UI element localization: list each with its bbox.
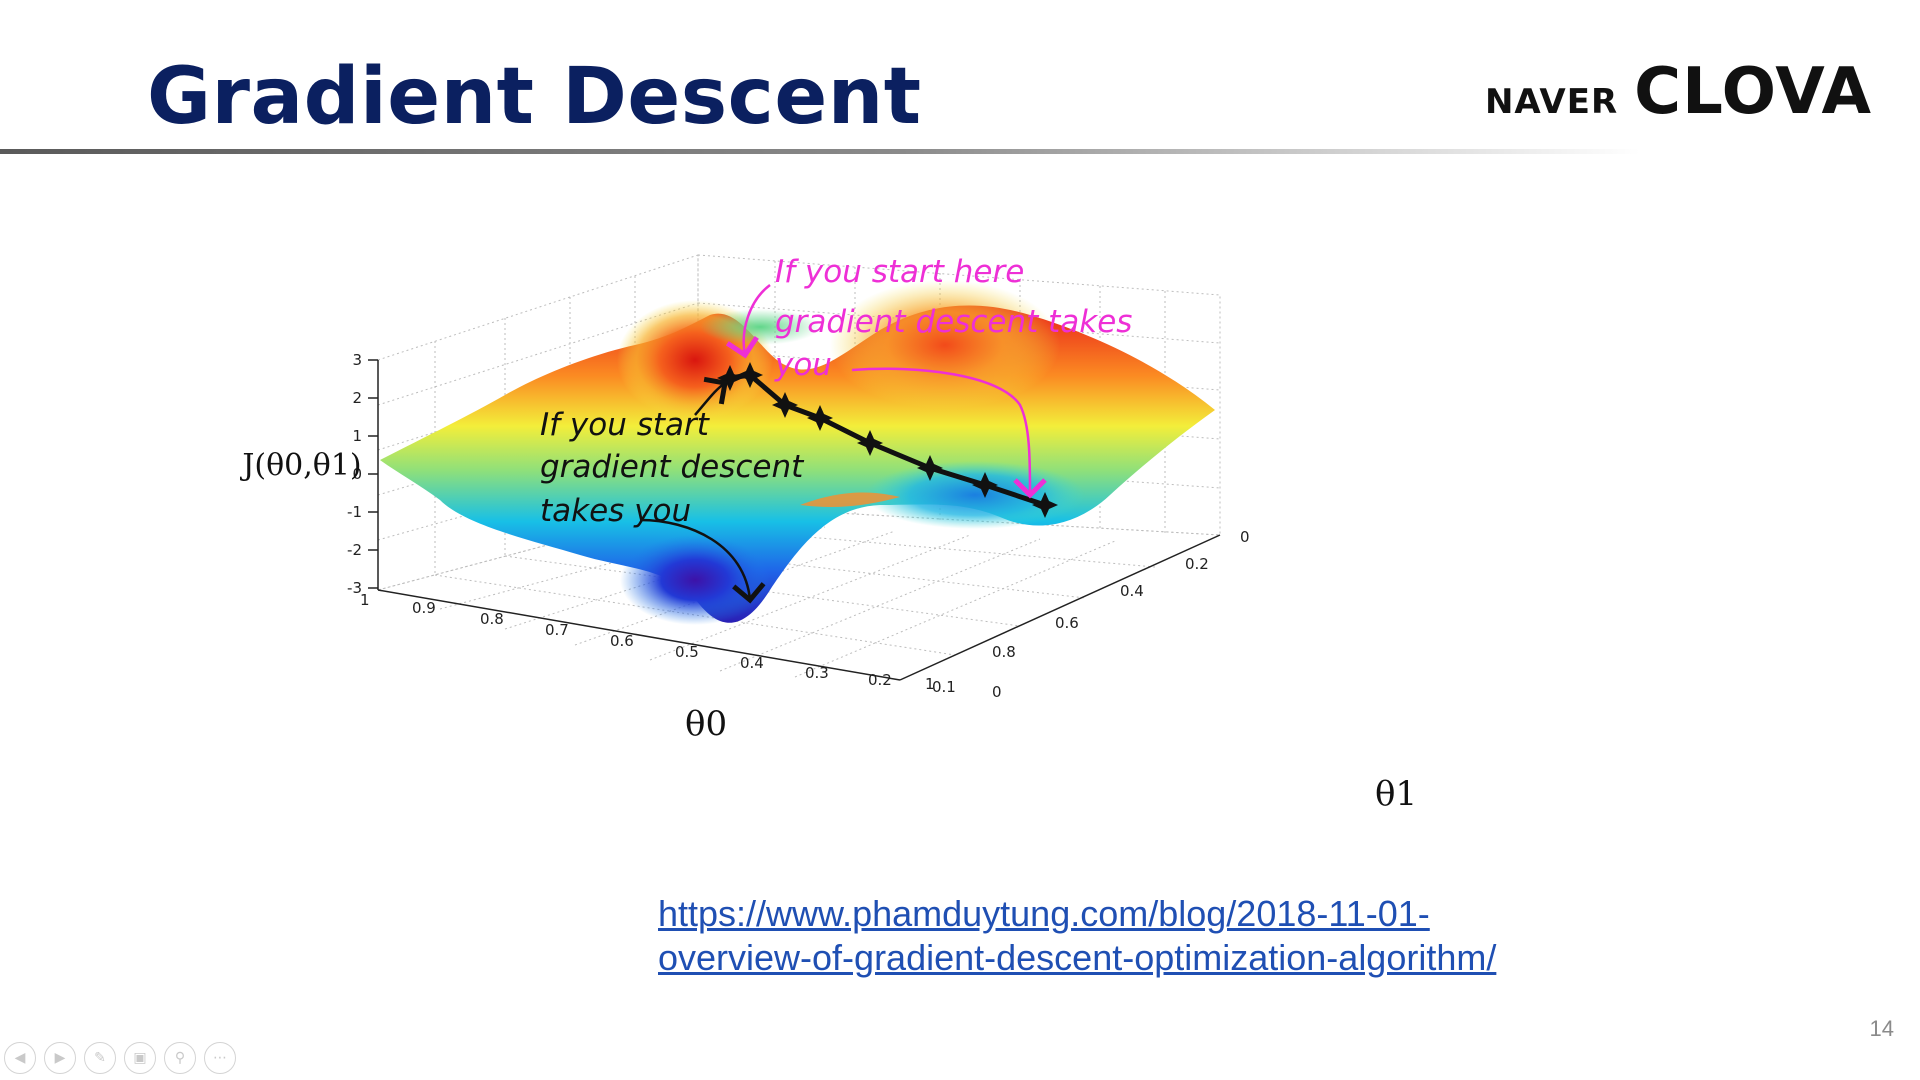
theta0-axis-ticks: 1 0.9 0.8 0.7 0.6 0.5 0.4 0.3 0.2 0.1 0 (360, 591, 1002, 701)
theta0-tick-label: 0.6 (610, 632, 634, 650)
theta0-tick-label: 0.4 (740, 654, 764, 672)
title-divider (0, 149, 1640, 154)
annotation-black: If you start gradient descent takes you (540, 376, 805, 604)
theta0-axis-label: θ0 (685, 704, 727, 744)
descent-path (717, 362, 1058, 518)
zoom-icon[interactable]: ⚲ (164, 1042, 196, 1074)
theta1-tick-label: 0.4 (1120, 582, 1144, 600)
theta1-tick-label: 1 (925, 675, 935, 693)
theta1-tick-label: 0.8 (992, 643, 1016, 661)
next-icon[interactable]: ▶ (44, 1042, 76, 1074)
theta1-tick-label: 0.6 (1055, 614, 1079, 632)
annotation-black-line: If you start (540, 407, 711, 443)
z-tick-label: 0 (352, 465, 362, 483)
logo-naver-text: NAVER (1484, 82, 1619, 122)
theta0-tick-label: 0.8 (480, 610, 504, 628)
annotation-pink-line: you (774, 347, 832, 383)
z-tick-label: 2 (352, 389, 362, 407)
theta0-tick-label: 0.2 (868, 671, 892, 689)
slide-title: Gradient Descent (147, 52, 922, 142)
more-icon[interactable]: ⋯ (204, 1042, 236, 1074)
annotation-pink: If you start here gradient descent takes… (725, 254, 1132, 499)
source-link-line2[interactable]: overview-of-gradient-descent-optimizatio… (658, 937, 1497, 978)
theta0-tick-label: 0 (992, 683, 1002, 701)
annotation-pink-line: gradient descent takes (775, 304, 1132, 340)
theta0-tick-label: 0.3 (805, 664, 829, 682)
annotation-black-line: gradient descent (540, 449, 805, 485)
theta1-tick-label: 0 (1240, 528, 1250, 546)
theta0-tick-label: 0.5 (675, 643, 699, 661)
z-tick-label: -2 (347, 541, 362, 559)
theta0-tick-label: 0.7 (545, 621, 569, 639)
pen-icon[interactable]: ✎ (84, 1042, 116, 1074)
naver-clova-logo: NAVER CLOVA (1485, 55, 1872, 129)
slides-icon[interactable]: ▣ (124, 1042, 156, 1074)
slideshow-controls: ◀ ▶ ✎ ▣ ⚲ ⋯ (4, 1042, 236, 1074)
theta0-tick-label: 0.1 (932, 678, 956, 696)
z-axis-ticks: 3 2 1 0 -1 -2 -3 (347, 351, 378, 597)
source-link[interactable]: https://www.phamduytung.com/blog/2018-11… (658, 892, 1496, 980)
theta0-tick-label: 0.9 (412, 599, 436, 617)
gradient-descent-surface-figure: 3 2 1 0 -1 -2 -3 J(θ0,θ1) 1 0.9 0.8 0.7 … (240, 254, 1417, 814)
z-tick-label: 1 (352, 427, 362, 445)
annotation-pink-line: If you start here (775, 254, 1024, 290)
theta1-axis-ticks: 0 0.2 0.4 0.6 0.8 1 (925, 528, 1250, 693)
prev-icon[interactable]: ◀ (4, 1042, 36, 1074)
logo-clova-text: CLOVA (1634, 55, 1872, 129)
z-tick-label: -1 (347, 503, 362, 521)
source-link-line1[interactable]: https://www.phamduytung.com/blog/2018-11… (658, 893, 1430, 934)
theta1-tick-label: 0.2 (1185, 555, 1209, 573)
theta0-tick-label: 1 (360, 591, 370, 609)
z-axis-label: J(θ0,θ1) (240, 448, 362, 483)
page-number: 14 (1869, 1016, 1894, 1041)
theta1-axis-label: θ1 (1375, 774, 1417, 814)
z-tick-label: -3 (347, 579, 362, 597)
z-tick-label: 3 (352, 351, 362, 369)
